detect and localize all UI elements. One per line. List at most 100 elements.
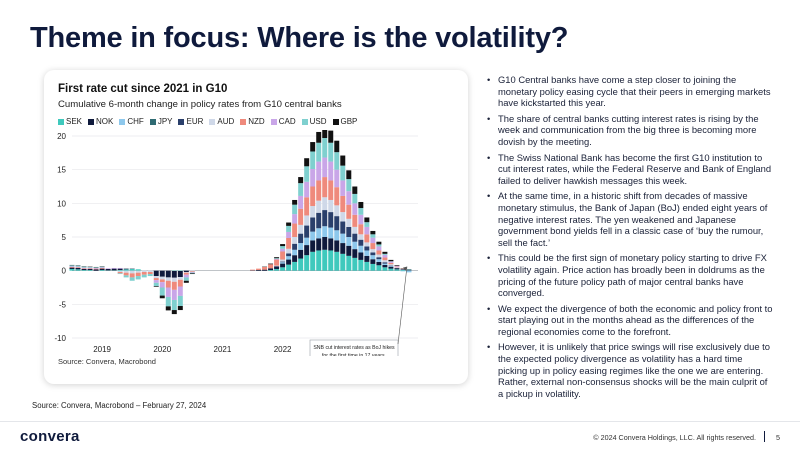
bar-segment-nok	[111, 268, 117, 271]
bar-segment-usd	[75, 265, 81, 267]
bar-segment-usd	[274, 258, 280, 259]
legend-swatch	[301, 118, 308, 125]
legend-item: EUR	[178, 117, 203, 126]
page-number: 5	[776, 433, 780, 442]
bar-segment-nzd	[358, 224, 364, 235]
bar-segment-sek	[388, 268, 394, 271]
bar-segment-usd	[364, 222, 370, 227]
bar-segment-sek	[382, 267, 388, 271]
bar-segment-eur	[310, 217, 316, 232]
y-tick-label: 20	[57, 132, 66, 141]
bar-segment-chf	[376, 259, 382, 262]
legend-label: SEK	[66, 117, 83, 126]
bar-segment-nzd	[292, 223, 298, 237]
bar-segment-nzd	[87, 268, 93, 269]
footer-source: Source: Convera, Macrobond – February 27…	[32, 401, 207, 410]
bar-segment-usd	[316, 142, 322, 162]
bar-segment-nzd	[346, 204, 352, 219]
bar-segment-nok	[183, 270, 189, 273]
bar-segment-sek	[310, 251, 316, 271]
bar-segment-gbp	[274, 257, 280, 259]
bar-segment-sek	[322, 249, 328, 271]
bar-segment-nzd	[141, 272, 147, 275]
bar-segment-nok	[268, 268, 274, 270]
y-tick-label: 0	[62, 267, 67, 276]
bar-segment-sek	[81, 269, 87, 271]
bar-segment-cad	[304, 181, 310, 198]
bar-segment-nok	[316, 238, 322, 251]
bar-segment-nok	[153, 270, 159, 277]
bar-segment-nok	[75, 267, 81, 270]
legend-swatch	[58, 118, 64, 125]
bar-segment-eur	[298, 233, 304, 244]
bar-segment-nok	[286, 259, 292, 265]
bullet-item: G10 Central banks have come a step close…	[486, 74, 774, 109]
legend-swatch	[270, 118, 277, 125]
bar-segment-nok	[274, 266, 280, 269]
bar-segment-usd	[358, 208, 364, 215]
bar-segment-usd	[171, 299, 177, 311]
bar-segment-gbp	[328, 130, 334, 143]
bar-segment-nzd	[364, 234, 370, 243]
legend-item: USD	[301, 117, 327, 126]
annotation-text: SNB cut interest rates as BoJ hikes	[313, 345, 395, 351]
bar-segment-nok	[105, 268, 111, 271]
annotation-box	[309, 339, 399, 356]
bar-segment-sek	[87, 269, 93, 271]
bar-segment-usd	[177, 295, 183, 307]
bar-segment-usd	[117, 273, 123, 275]
copyright-text: © 2024 Convera Holdings, LLC. All rights…	[593, 433, 756, 442]
bar-segment-eur	[316, 212, 322, 229]
bar-segment-aud	[189, 270, 195, 272]
bullet-item: However, it is unlikely that price swing…	[486, 341, 774, 399]
bar-segment-cad	[165, 287, 171, 297]
bar-segment-aud	[171, 277, 177, 282]
bar-segment-usd	[334, 152, 340, 170]
bar-segment-nzd	[159, 279, 165, 283]
bar-segment-usd	[69, 265, 75, 267]
bar-segment-cad	[93, 267, 99, 269]
bar-segment-usd	[352, 193, 358, 204]
bar-segment-nok	[87, 268, 93, 270]
bar-segment-cad	[316, 161, 322, 181]
bar-segment-aud	[328, 199, 334, 213]
bar-segment-nzd	[268, 264, 274, 269]
legend-label: GBP	[340, 117, 358, 126]
bar-segment-aud	[135, 270, 141, 273]
bar-segment-eur	[334, 216, 340, 231]
bar-segment-nok	[81, 268, 87, 270]
y-tick-label: -10	[54, 334, 66, 343]
bar-segment-nok	[352, 249, 358, 258]
bar-segment-aud	[153, 276, 159, 279]
bullet-item: This could be the first sign of monetary…	[486, 252, 774, 298]
bar-segment-sek	[352, 257, 358, 271]
bar-segment-sek	[274, 268, 280, 271]
stacked-bar-chart: -10-505101520201920202021202220232024SNB…	[54, 130, 418, 356]
bar-segment-cad	[394, 265, 400, 267]
bar-segment-nzd	[316, 180, 322, 201]
bar-segment-cad	[117, 267, 123, 269]
bar-segment-eur	[358, 239, 364, 246]
bar-segment-usd	[99, 266, 105, 268]
bar-segment-nzd	[256, 268, 262, 270]
bar-segment-nzd	[304, 197, 310, 216]
bar-segment-gbp	[171, 310, 177, 315]
bar-segment-gbp	[286, 222, 292, 226]
legend-swatch	[149, 118, 156, 125]
bar-segment-eur	[364, 246, 370, 251]
bar-segment-nzd	[376, 250, 382, 255]
bar-segment-cad	[87, 267, 93, 269]
bar-segment-nok	[93, 269, 99, 271]
bar-segment-chf	[328, 227, 334, 239]
bar-segment-gbp	[340, 155, 346, 166]
bar-segment-aud	[358, 234, 364, 240]
bar-segment-sek	[340, 253, 346, 271]
bar-segment-aud	[274, 265, 280, 267]
x-tick-label: 2020	[153, 345, 171, 354]
bar-segment-sek	[129, 268, 135, 271]
bar-segment-chf	[316, 228, 322, 239]
bar-segment-gbp	[388, 259, 394, 262]
bar-segment-nok	[171, 271, 177, 278]
bar-segment-chf	[334, 230, 340, 241]
bar-segment-cad	[340, 180, 346, 196]
